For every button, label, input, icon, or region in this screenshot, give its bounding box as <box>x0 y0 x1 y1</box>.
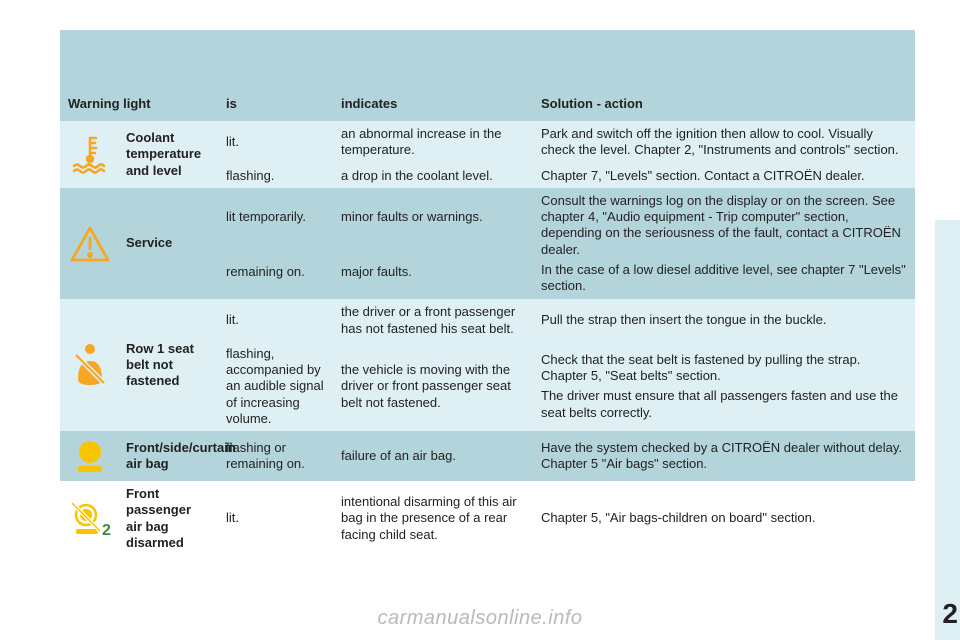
col-is: is <box>218 90 333 121</box>
table-row: 2 Front passenger air bag disarmed lit. … <box>60 481 915 556</box>
indicates-cell: major faults. <box>333 246 533 300</box>
is-cell: lit. <box>218 121 333 164</box>
indicates-cell: failure of an air bag. <box>333 431 533 481</box>
solution-cell: Park and switch off the ignition then al… <box>533 121 915 164</box>
row-label: Service <box>118 188 218 300</box>
svg-text:2: 2 <box>102 522 111 539</box>
row-label: Front/side/curtain air bag <box>118 431 218 481</box>
row-label: Row 1 seat belt not fastened <box>118 299 218 431</box>
indicates-cell: a drop in the coolant level. <box>333 164 533 188</box>
col-solution: Solution - action <box>533 90 915 121</box>
is-cell: remaining on. <box>218 246 333 300</box>
content-block: Warning light is indicates Solution - ac… <box>60 30 915 556</box>
solution-cell: Have the system checked by a CITROËN dea… <box>533 431 915 481</box>
watermark: carmanualsonline.info <box>377 607 582 630</box>
col-warning-light: Warning light <box>60 90 218 121</box>
indicates-cell: the driver or a front passenger has not … <box>333 299 533 342</box>
table-row: Row 1 seat belt not fastened lit. the dr… <box>60 299 915 342</box>
is-cell: lit. <box>218 481 333 556</box>
indicates-cell: an abnormal increase in the temperature. <box>333 121 533 164</box>
solution-cell: Pull the strap then insert the tongue in… <box>533 299 915 342</box>
page-number: 2 <box>942 598 958 630</box>
solution-text: Consult the warnings log on the display … <box>541 193 907 258</box>
row-label: Front passenger air bag disarmed <box>118 481 218 556</box>
is-cell: lit temporarily. <box>218 188 333 246</box>
table-row: Coolant temperature and level lit. an ab… <box>60 121 915 164</box>
service-icon <box>60 188 118 300</box>
table-row: Service lit temporarily. minor faults or… <box>60 188 915 246</box>
solution-cell: Check that the seat belt is fastened by … <box>533 342 915 431</box>
table-container: Warning light is indicates Solution - ac… <box>60 30 915 556</box>
solution-text: Check that the seat belt is fastened by … <box>541 352 907 385</box>
row-label: Coolant temperature and level <box>118 121 218 188</box>
seatbelt-icon <box>60 299 118 431</box>
solution-cell: Chapter 7, "Levels" section. Contact a C… <box>533 164 915 188</box>
solution-text: In the case of a low diesel additive lev… <box>541 262 907 295</box>
col-indicates: indicates <box>333 90 533 121</box>
airbag-off-icon: 2 <box>60 481 118 556</box>
airbag-icon <box>60 431 118 481</box>
warning-light-table: Warning light is indicates Solution - ac… <box>60 90 915 556</box>
indicates-cell: intentional disarming of this air bag in… <box>333 481 533 556</box>
table-header-row: Warning light is indicates Solution - ac… <box>60 90 915 121</box>
indicates-cell: minor faults or warnings. <box>333 188 533 246</box>
page: Warning light is indicates Solution - ac… <box>0 0 960 640</box>
coolant-icon <box>60 121 118 188</box>
solution-cell: Chapter 5, "Air bags-children on board" … <box>533 481 915 556</box>
indicates-cell: the vehicle is moving with the driver or… <box>333 342 533 431</box>
table-row: Front/side/curtain air bag ﬂashing or re… <box>60 431 915 481</box>
is-cell: lit. <box>218 299 333 342</box>
is-cell: ﬂashing or remaining on. <box>218 431 333 481</box>
solution-cell: Consult the warnings log on the display … <box>533 188 915 300</box>
is-cell: ﬂashing. <box>218 164 333 188</box>
is-cell: ﬂashing, accompanied by an audible signa… <box>218 342 333 431</box>
solution-text: The driver must ensure that all passenge… <box>541 388 907 421</box>
